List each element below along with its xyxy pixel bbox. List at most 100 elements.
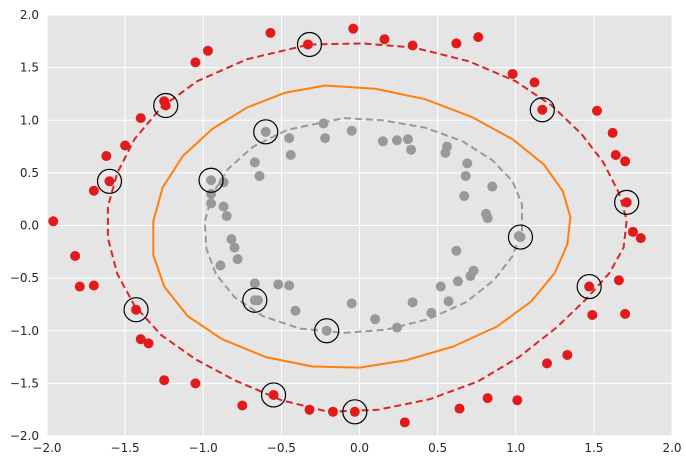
outer-class-point: [610, 149, 621, 160]
outer-class-point: [451, 38, 462, 49]
support-vector-ring: [314, 318, 340, 344]
outer-class-point: [584, 281, 595, 292]
support-vector-ring: [529, 97, 555, 123]
outer-class-point: [613, 275, 624, 286]
outer-class-point: [407, 40, 418, 51]
outer-class-point: [304, 404, 315, 415]
y-tick-label: 2.0: [20, 8, 39, 22]
outer-class-point: [562, 349, 573, 360]
inner-class-point: [249, 157, 260, 168]
inner-class-point: [273, 279, 284, 290]
y-axis-tick-labels: 2.0 1.5 1.0 0.5 0.0 −0.5 −1.0 −1.5 −2.0: [10, 8, 39, 443]
inner-class-point: [346, 298, 357, 309]
inner-class-point: [443, 296, 454, 307]
outer-class-point: [399, 417, 410, 428]
inner-class-point: [482, 213, 493, 224]
inner-class-point: [252, 295, 263, 306]
y-tick-label: −1.0: [10, 324, 39, 338]
x-tick-label: −2.0: [32, 441, 61, 455]
outer-class-point: [592, 105, 602, 116]
support-vector-ring: [576, 273, 602, 300]
outer-class-point: [88, 280, 99, 291]
outer-class-point: [190, 57, 201, 68]
inner-class-point: [487, 181, 498, 192]
inner-class-point: [459, 191, 470, 202]
inner-class-point: [284, 133, 295, 144]
inner-class-point: [515, 232, 526, 243]
inner-class-point: [218, 177, 229, 188]
outer-class-point: [131, 304, 142, 315]
inner-class-point: [285, 149, 296, 160]
inner-class-point: [249, 278, 260, 289]
support-vector-ring: [96, 168, 123, 194]
outer-class-point: [101, 151, 112, 162]
outer-class-point: [607, 127, 618, 138]
x-axis-tick-labels: −2.0 −1.5 −1.0 −0.5 0.0 0.5 1.0 1.5 2.0: [32, 441, 681, 455]
inner-class-point: [229, 242, 240, 253]
outer-class-point: [159, 375, 170, 386]
inner-class-point: [318, 118, 329, 129]
outer-class-point: [620, 308, 631, 319]
outer-class-point: [135, 334, 146, 345]
outer-class-point: [302, 39, 313, 50]
outer-class-point: [265, 27, 276, 38]
support-vector-ring: [198, 167, 224, 193]
support-vector-ring: [507, 224, 534, 250]
y-tick-label: 1.5: [20, 61, 39, 75]
support-vector-ring: [123, 297, 149, 323]
inner-class-point: [260, 126, 271, 137]
inner-class-point: [435, 281, 446, 292]
x-tick-label: 0.0: [350, 441, 369, 455]
inner-class-point: [407, 297, 418, 308]
x-tick-label: 1.0: [506, 441, 525, 455]
outer-class-point: [70, 251, 81, 262]
support-vector-ring: [253, 119, 279, 145]
support-vector-ring: [614, 189, 640, 215]
inner-class-point: [320, 133, 331, 144]
inner-class-point: [460, 171, 471, 182]
inner-class-point: [215, 260, 226, 271]
outer-class-point: [268, 389, 279, 400]
x-tick-label: 2.0: [662, 441, 681, 455]
inner-class-point: [406, 144, 417, 155]
outer-class-point: [512, 395, 523, 406]
x-tick-label: −1.0: [189, 441, 218, 455]
inner-class-point: [321, 325, 332, 336]
inner-class-point: [290, 305, 301, 316]
inner-class-point: [284, 280, 295, 291]
outer-class-point: [74, 281, 85, 292]
outer-class-point: [635, 233, 646, 244]
support-vector-rings: [96, 31, 640, 425]
outer-class-point: [621, 197, 632, 208]
decision-boundary-contour: [152, 84, 572, 369]
outer-class-point: [507, 68, 518, 79]
outer-class-point: [48, 216, 59, 227]
outer-class-point: [160, 100, 171, 111]
outer-class-point: [454, 403, 465, 414]
inner-class-point: [218, 201, 229, 212]
outer-class-point: [529, 77, 540, 88]
outer-class-point: [135, 113, 146, 124]
inner-class-point: [370, 314, 381, 325]
y-tick-label: −2.0: [10, 429, 39, 443]
inner-class-point: [442, 141, 452, 152]
inner-class-point: [452, 276, 463, 287]
outer-class-point: [587, 309, 598, 320]
inner-class-point: [206, 188, 217, 199]
outer-class-point: [379, 34, 390, 45]
outer-margin-contour: [106, 42, 628, 413]
inner-class-point: [232, 254, 243, 265]
x-tick-label: −1.5: [111, 441, 140, 455]
data-points: [48, 23, 646, 428]
outer-class-point: [349, 406, 360, 417]
outer-class-point: [482, 393, 493, 404]
inner-class-point: [346, 125, 357, 136]
support-vector-ring: [260, 382, 287, 408]
x-tick-label: −0.5: [267, 441, 296, 455]
support-vector-ring: [296, 31, 323, 58]
outer-class-point: [327, 406, 338, 417]
outer-class-point: [348, 23, 359, 34]
inner-class-point: [462, 158, 473, 169]
inner-class-point: [206, 198, 217, 209]
support-vector-ring: [342, 399, 368, 425]
